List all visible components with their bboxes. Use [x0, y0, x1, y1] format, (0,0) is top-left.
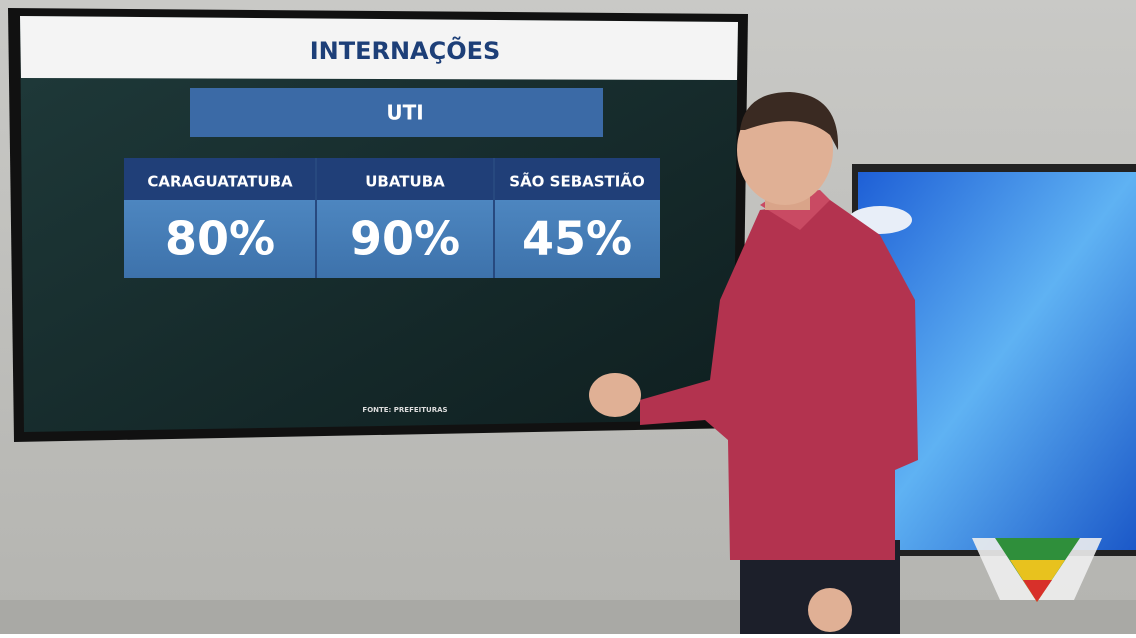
- value: 80%: [165, 212, 275, 266]
- source: FONTE: PREFEITURAS: [362, 406, 447, 414]
- floor: [0, 600, 1136, 634]
- column-header: UBATUBA: [365, 173, 445, 191]
- hand: [808, 588, 852, 632]
- value: 90%: [350, 212, 460, 266]
- hand: [589, 373, 641, 417]
- subtitle: UTI: [386, 101, 423, 125]
- table: CARAGUATATUBA UBATUBA SÃO SEBASTIÃO 80% …: [124, 158, 660, 278]
- column-header: SÃO SEBASTIÃO: [509, 172, 644, 191]
- scene: INTERNAÇÕES UTI CARAGUATATUBA UBATUBA SÃ…: [0, 0, 1136, 634]
- title: INTERNAÇÕES: [310, 35, 501, 65]
- column-header: CARAGUATATUBA: [147, 173, 293, 191]
- value: 45%: [522, 212, 632, 266]
